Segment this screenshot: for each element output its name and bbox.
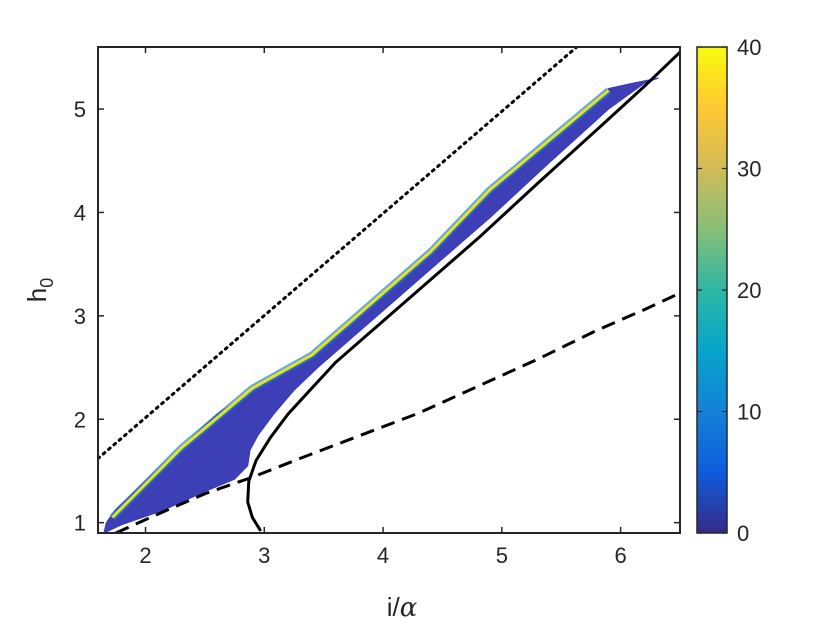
y-tick-label: 3 [74,304,86,329]
x-tick-label: 6 [614,543,626,568]
colorbar-tick-label: 0 [737,521,749,546]
x-tick-label: 3 [258,543,270,568]
x-axis-label: i/α [387,592,418,623]
plot-area [98,47,680,533]
y-tick-label: 2 [74,407,86,432]
y-tick-label: 5 [74,97,86,122]
colorbar-tick-label: 10 [737,400,761,425]
x-tick-label: 2 [139,543,151,568]
colorbar-tick-label: 40 [737,35,761,60]
y-tick-label: 4 [74,200,86,225]
colorbar-axis: 0 10 20 30 40 [697,35,761,546]
y-axis-label-main: h [22,288,52,302]
y-tick-label: 1 [74,511,86,536]
x-axis: 2 3 4 5 6 [139,47,627,568]
series-dotted-line [98,47,579,460]
series-dashed-line [115,291,680,533]
y-axis-label: h0 [22,278,57,302]
x-axis-label-greek: α [400,593,418,623]
plot-frame [97,46,681,534]
colorbar-tick-label: 20 [737,278,761,303]
x-axis-label-main: i/ [387,592,401,622]
colorbar-tick-label: 30 [737,157,761,182]
x-tick-label: 4 [377,543,389,568]
y-axis: 1 2 3 4 5 [74,97,680,536]
series-solid-line [246,51,680,532]
y-axis-label-sub: 0 [37,278,57,288]
x-tick-label: 5 [496,543,508,568]
contour-high-edge [111,89,610,519]
